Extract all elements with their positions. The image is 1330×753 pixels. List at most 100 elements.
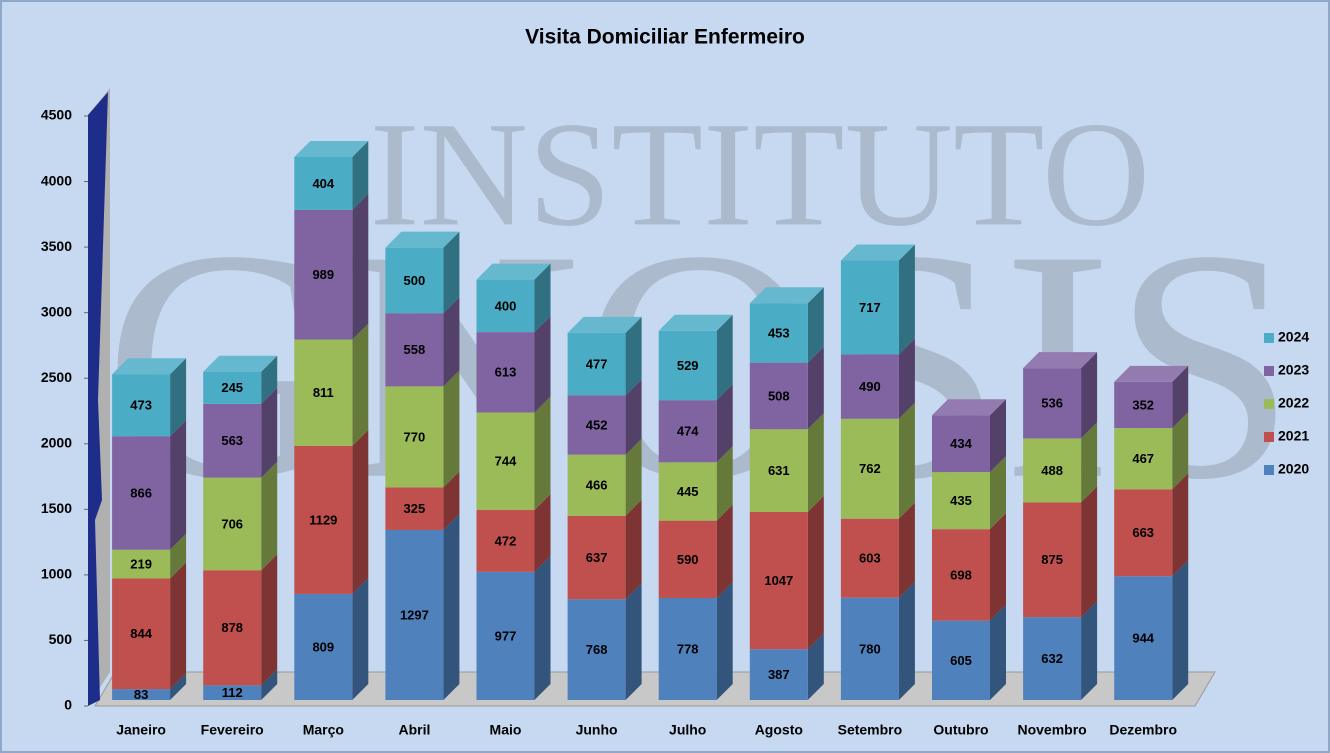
bar-side — [716, 504, 733, 598]
value-label: 490 — [859, 379, 881, 394]
bar — [840, 354, 899, 419]
bar — [1114, 576, 1173, 700]
bar-side — [170, 533, 187, 579]
bar-side — [443, 297, 460, 387]
bar — [385, 313, 444, 387]
bar — [476, 510, 535, 572]
bar-side — [1172, 412, 1189, 490]
bar-side — [716, 446, 733, 521]
x-tick-label: Julho — [669, 722, 706, 738]
bar-side — [443, 471, 460, 530]
bar — [476, 279, 535, 333]
legend-swatch — [1264, 432, 1274, 442]
bar-side — [261, 669, 278, 700]
bar — [294, 339, 353, 446]
bar — [385, 529, 444, 700]
bar — [294, 209, 353, 340]
bar-side — [898, 581, 915, 700]
bar — [385, 247, 444, 314]
bar-top — [840, 244, 915, 261]
value-label: 603 — [859, 551, 881, 566]
bar — [1023, 438, 1082, 503]
bar-side — [625, 583, 642, 700]
value-label: 762 — [859, 461, 881, 476]
value-label: 558 — [404, 342, 426, 357]
value-label: 245 — [221, 380, 243, 395]
value-label: 536 — [1041, 396, 1063, 411]
bar-side — [443, 370, 460, 488]
bar-side — [898, 502, 915, 598]
value-label: 112 — [222, 685, 243, 700]
bar — [294, 445, 353, 594]
value-label: 563 — [221, 433, 243, 448]
bar-side — [534, 555, 551, 700]
bar-side — [716, 314, 733, 401]
bar-side — [716, 384, 733, 463]
bar-side — [625, 499, 642, 600]
bar — [658, 330, 717, 401]
bar-side — [352, 323, 369, 446]
legend-label: 2023 — [1278, 362, 1309, 378]
bar-side — [170, 420, 187, 550]
bar — [932, 620, 991, 700]
y-tick-label: 4500 — [41, 107, 72, 123]
y-tick-label: 1500 — [41, 500, 72, 516]
x-tick-label: Agosto — [755, 722, 803, 738]
bar — [203, 403, 262, 478]
value-label: 400 — [495, 298, 517, 313]
bar-side — [807, 413, 824, 512]
x-tick-label: Setembro — [838, 722, 903, 738]
bar-side — [261, 355, 278, 404]
bar-side — [534, 316, 551, 413]
value-label: 706 — [221, 516, 243, 531]
y-tick-label: 0 — [64, 697, 72, 713]
legend-label: 2022 — [1278, 395, 1309, 411]
bar-side — [807, 287, 824, 363]
x-tick-label: Maio — [490, 722, 522, 738]
y-tick-label: 2500 — [41, 369, 72, 385]
bar-side — [898, 402, 915, 519]
value-label: 977 — [495, 628, 517, 643]
bar-side — [534, 494, 551, 572]
bar — [567, 395, 626, 455]
bar-side — [1172, 560, 1189, 700]
bar — [476, 412, 535, 511]
y-tick-label: 4000 — [41, 172, 72, 188]
bar — [658, 520, 717, 598]
bar — [567, 599, 626, 700]
legend-swatch — [1264, 465, 1274, 475]
value-label: 811 — [313, 385, 334, 400]
y-tick-label: 3000 — [41, 303, 72, 319]
bar — [840, 518, 899, 598]
bar — [112, 374, 171, 437]
value-label: 473 — [130, 398, 152, 413]
bar — [112, 689, 171, 700]
bar-side — [352, 140, 369, 210]
x-tick-label: Abril — [398, 722, 430, 738]
bar — [1114, 489, 1173, 577]
bar-side — [1081, 422, 1098, 503]
value-label: 631 — [768, 463, 790, 478]
bar-side — [990, 456, 1007, 530]
bar-side — [443, 231, 460, 314]
bar-top — [1114, 365, 1189, 382]
bar-side — [170, 562, 187, 690]
value-label: 453 — [768, 325, 790, 340]
x-tick-label: Junho — [576, 722, 618, 738]
bar-side — [261, 387, 278, 478]
bar — [932, 472, 991, 530]
bar-side — [534, 263, 551, 333]
value-label: 500 — [404, 273, 426, 288]
value-label: 352 — [1132, 397, 1154, 412]
watermark-text: INSTITUTO — [370, 91, 1150, 257]
value-label: 875 — [1041, 552, 1063, 567]
bar — [932, 415, 991, 473]
bar-side — [625, 438, 642, 516]
bar — [1114, 428, 1173, 490]
bar-side — [898, 244, 915, 355]
value-label: 477 — [586, 357, 608, 372]
value-label: 744 — [495, 454, 517, 469]
value-label: 663 — [1132, 525, 1154, 540]
bar — [203, 477, 262, 571]
